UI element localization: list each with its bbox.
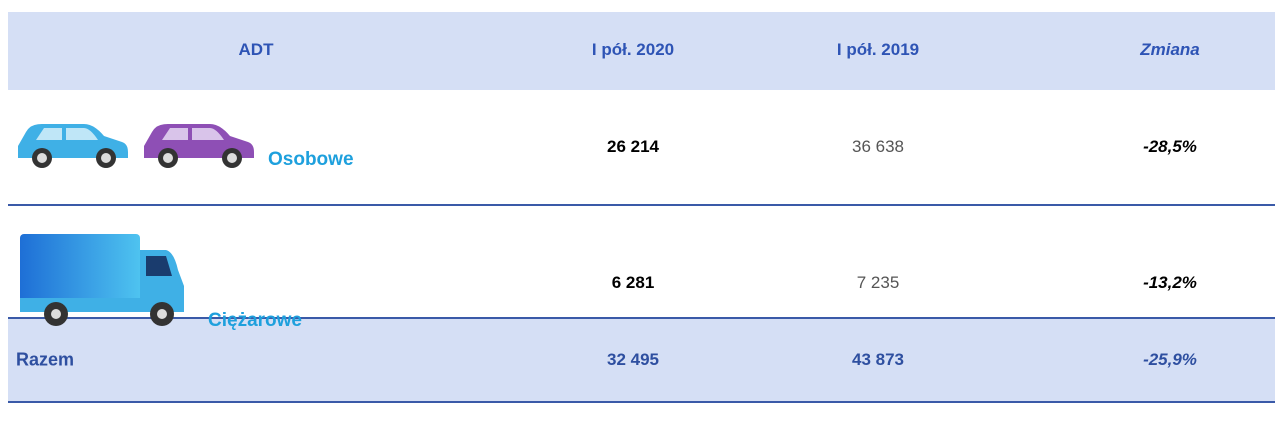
header-cell: Zmiana bbox=[1140, 40, 1200, 60]
cell: -13,2% bbox=[1143, 273, 1197, 293]
row-label: Osobowe bbox=[268, 149, 354, 171]
car-icons bbox=[14, 116, 264, 172]
total-cell: 32 495 bbox=[607, 350, 659, 370]
row-rule bbox=[8, 204, 1275, 206]
page: ADT I pół. 2020 I pół. 2019 Zmiana Osobo… bbox=[0, 0, 1282, 431]
header-cell: ADT bbox=[239, 40, 274, 60]
row-rule bbox=[8, 317, 1275, 319]
total-label: Razem bbox=[16, 350, 74, 371]
cell: 7 235 bbox=[857, 273, 900, 293]
row-label: Ciężarowe bbox=[208, 310, 302, 332]
truck-icon bbox=[16, 230, 191, 328]
cell: 36 638 bbox=[852, 137, 904, 157]
total-cell: -25,9% bbox=[1143, 350, 1197, 370]
header-cell: I pół. 2020 bbox=[592, 40, 674, 60]
header-cell: I pół. 2019 bbox=[837, 40, 919, 60]
cell: -28,5% bbox=[1143, 137, 1197, 157]
cell: 6 281 bbox=[612, 273, 655, 293]
row-rule bbox=[8, 401, 1275, 403]
cell: 26 214 bbox=[607, 137, 659, 157]
total-cell: 43 873 bbox=[852, 350, 904, 370]
